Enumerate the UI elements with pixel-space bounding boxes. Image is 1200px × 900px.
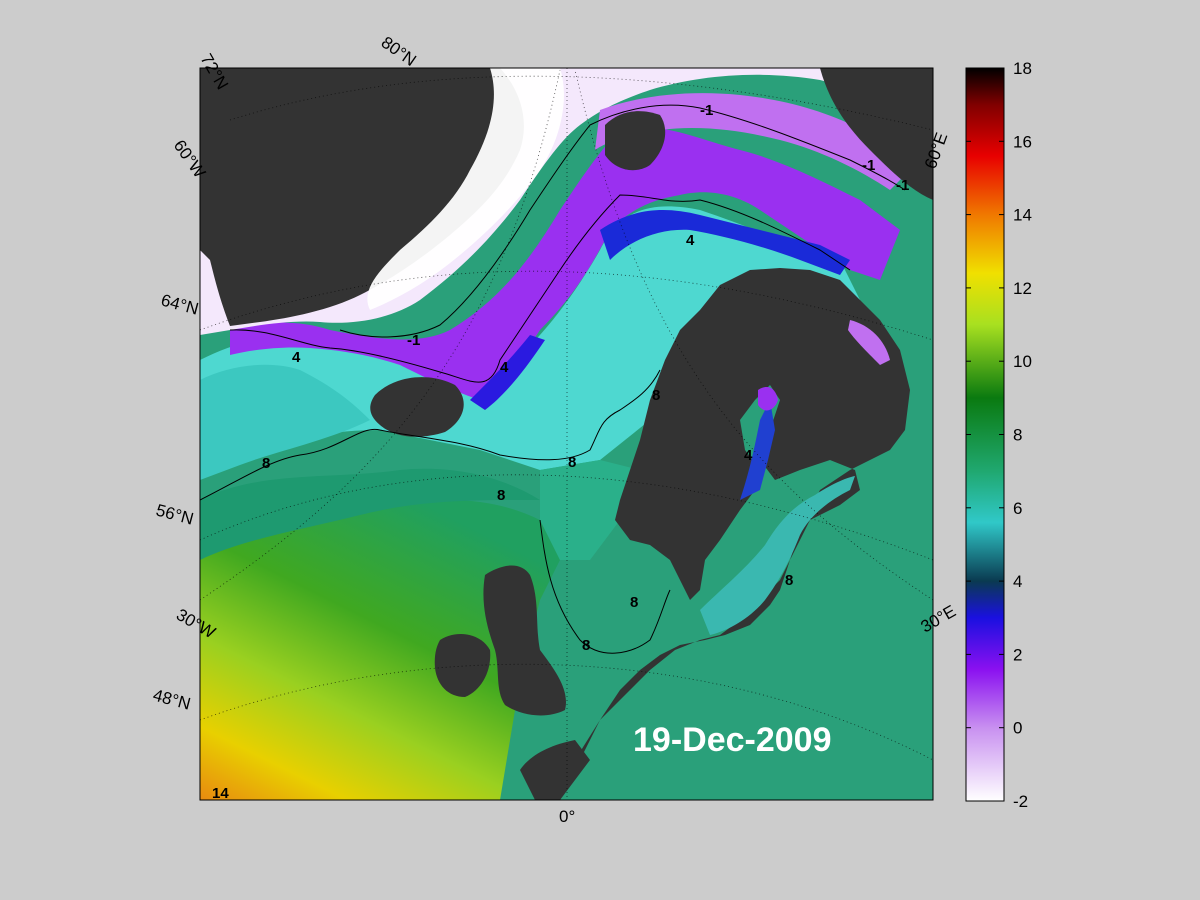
- france-landmass: [520, 740, 590, 800]
- colorbar: 18 16 14 12 10 8 6 4 2 0 -2: [965, 59, 1032, 811]
- colorbar-tick-label: 12: [1013, 279, 1032, 298]
- ireland-landmass: [434, 634, 491, 697]
- graticule-56n: [200, 474, 933, 561]
- colorbar-tick-label: -2: [1013, 792, 1028, 811]
- colorbar-tick-label: 10: [1013, 352, 1032, 371]
- lat-label-80n: 80°N: [378, 33, 420, 70]
- iceland-landmass: [370, 377, 464, 437]
- north-sea-8-line: [539, 519, 671, 654]
- polar-front-blue: [600, 210, 850, 275]
- colorbar-tick-label: 2: [1013, 645, 1022, 664]
- colorbar-ticks: 18 16 14 12 10 8 6 4 2 0 -2: [966, 59, 1032, 811]
- contour-label-14: 8: [582, 637, 590, 654]
- subpolar-transition: [200, 468, 540, 560]
- contour-label-2: -1: [700, 102, 713, 119]
- contour-label-11: 8: [652, 387, 660, 404]
- colorbar-tick-label: 0: [1013, 719, 1022, 738]
- lat-label-64n: 64°N: [159, 291, 201, 319]
- white-sea: [848, 320, 890, 365]
- contour-label-7: 4: [686, 232, 695, 249]
- bothnian-bay-ice: [758, 387, 778, 411]
- svalbard-landmass: [605, 111, 666, 171]
- contour-label-6: 4: [500, 359, 509, 376]
- baltic-sea: [700, 476, 855, 635]
- great-britain-landmass: [483, 565, 566, 716]
- isotherm-4-line: [229, 194, 851, 383]
- graticule-30e: [574, 69, 933, 601]
- map-frame: [199, 67, 934, 801]
- map-panel: -1 -1 -1 -1 4 4 4 4 8 8 8 8 8 8 8 14 19-…: [200, 68, 933, 802]
- date-label: 19-Dec-2009: [633, 721, 831, 759]
- scandinavia-europe-landmass: [560, 220, 933, 800]
- isotherm-contours: [200, 104, 906, 654]
- contour-label-13: 8: [630, 594, 638, 611]
- colorbar-tick-label: 16: [1013, 132, 1032, 151]
- contour-label-8: 4: [744, 447, 753, 464]
- lat-label-48n: 48°N: [151, 686, 193, 714]
- colorbar-tick-label: 6: [1013, 499, 1022, 518]
- colorbar-tick-label: 4: [1013, 572, 1022, 591]
- northern-north-sea: [540, 460, 640, 560]
- colorbar-tick-label: 8: [1013, 426, 1022, 445]
- contour-label-3: -1: [862, 157, 875, 174]
- contour-label-4: -1: [896, 177, 909, 194]
- greenland-ice-sheet: [300, 68, 564, 310]
- contour-label-15: 8: [785, 572, 793, 589]
- contour-label-1: -1: [407, 332, 420, 349]
- graticule: [200, 68, 933, 800]
- east-greenland-front: [470, 335, 545, 410]
- contour-label-10: 8: [568, 454, 576, 471]
- nordic-seas-water: [200, 206, 860, 471]
- irminger-water: [200, 364, 370, 480]
- novaya-zemlya-landmass: [820, 68, 933, 200]
- colorbar-gradient: [965, 67, 1005, 802]
- colorbar-tick-label: 18: [1013, 59, 1032, 78]
- ice-edge-band: [230, 127, 900, 401]
- contour-label-5: 4: [292, 349, 301, 366]
- atlantic-warm-water: [200, 500, 560, 800]
- colorbar-tick-label: 14: [1013, 206, 1032, 225]
- graticule-64n: [200, 270, 933, 341]
- contour-label-16: 14: [212, 785, 229, 802]
- lat-label-56n: 56°N: [154, 501, 196, 529]
- graticule-48n: [200, 663, 933, 761]
- isotherm-minus1-line: [339, 104, 906, 338]
- gulf-of-bothnia-north: [740, 400, 775, 500]
- contour-label-9: 8: [262, 455, 270, 472]
- barents-marginal-ice: [595, 93, 910, 190]
- isotherm-8-line: [200, 369, 661, 501]
- contour-label-12: 8: [497, 487, 505, 504]
- lon-label-0: 0°: [559, 807, 575, 826]
- greenland-landmass: [200, 68, 524, 326]
